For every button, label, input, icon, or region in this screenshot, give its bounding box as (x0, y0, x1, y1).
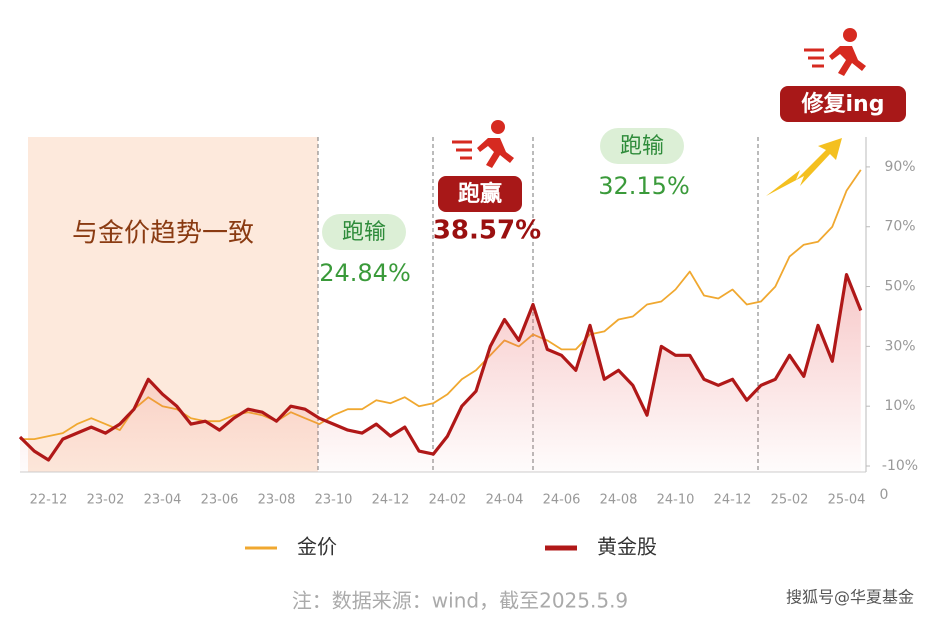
annotation: 跑输 (620, 134, 664, 159)
footnote: 注：数据来源：wind，截至2025.5.9 (292, 589, 628, 613)
annotation: 24.84% (319, 259, 411, 287)
badge (322, 214, 406, 250)
annotation: 32.15% (598, 172, 690, 200)
annotation: 跑输 (342, 220, 386, 245)
legend-label: 黄金股 (597, 535, 657, 559)
x-tick-label: 23-02 (87, 493, 125, 508)
annotation: 38.57% (433, 216, 541, 246)
y-tick-label: 70% (884, 219, 915, 235)
y-tick-label: 90% (884, 159, 915, 175)
trend-arrow (766, 138, 842, 196)
watermark: 搜狐号@华夏基金 (786, 588, 914, 607)
annotation: 修复ing (801, 91, 885, 117)
x-tick-label: 24-04 (486, 493, 524, 508)
annotation: 跑赢 (458, 181, 502, 207)
y-tick-label: 10% (884, 398, 915, 414)
x-tick-label: 23-04 (144, 493, 182, 508)
x-tick-label: 23-08 (258, 493, 296, 508)
runner-icon (452, 120, 514, 168)
x-tick-label: 24-12 (372, 493, 410, 508)
x-tick-label: 22-12 (30, 493, 68, 508)
x-tick-label: 24-02 (429, 493, 467, 508)
x-tick-label: 23-10 (315, 493, 353, 508)
legend: 金价 黄金股 (245, 535, 657, 559)
y-tick-label: 30% (884, 338, 915, 354)
x-tick-label: 25-02 (771, 493, 809, 508)
line (18, 273, 863, 462)
badge (780, 86, 906, 122)
legend-label: 金价 (297, 535, 337, 559)
x-tick-label: 24-08 (600, 493, 638, 508)
annotation: 与金价趋势一致 (72, 219, 254, 249)
x-tick-label: 24-12 (714, 493, 752, 508)
x-tick-label: 24-06 (543, 493, 581, 508)
plot (18, 166, 870, 472)
y-tick-label: -10% (882, 458, 918, 474)
runner-icon (804, 28, 866, 76)
x-tick-label: 25-04 (828, 493, 866, 508)
y-axis-bottom-label: 0 (880, 487, 889, 503)
y-tick-label: 50% (884, 279, 915, 295)
x-tick-label: 24-10 (657, 493, 695, 508)
x-tick-label: 23-06 (201, 493, 239, 508)
badge (600, 128, 684, 164)
badge (438, 176, 522, 212)
